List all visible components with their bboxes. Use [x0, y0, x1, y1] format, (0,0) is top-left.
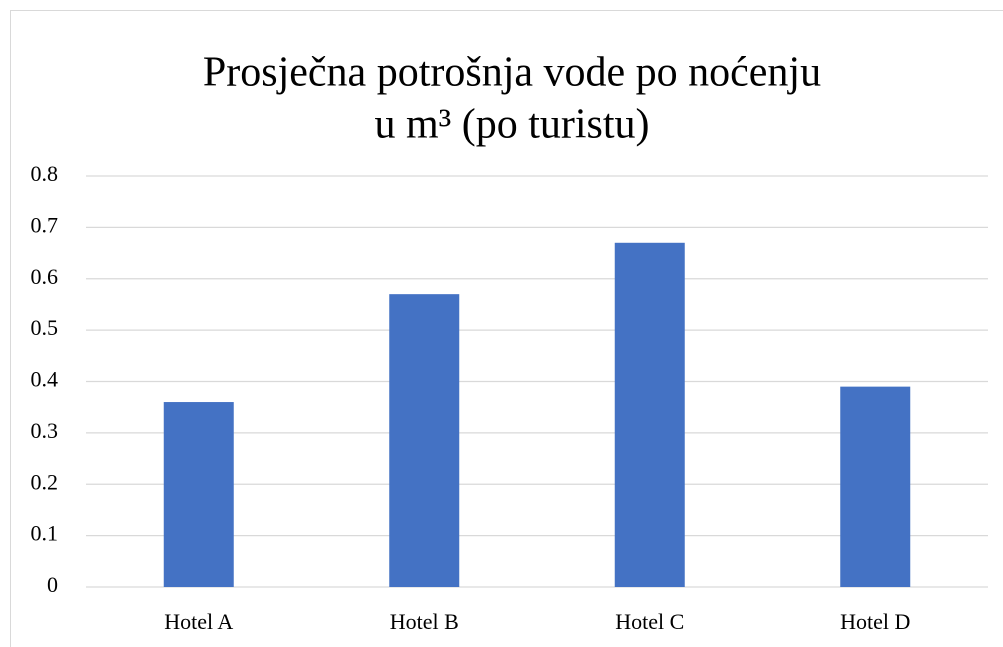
- bar: [840, 386, 911, 587]
- y-tick-label: 0.5: [31, 315, 59, 340]
- bar: [389, 294, 460, 587]
- y-tick-label: 0.8: [31, 161, 59, 186]
- y-tick-label: 0.6: [31, 264, 59, 289]
- chart-title: Prosječna potrošnja vode po noćenju: [203, 50, 821, 96]
- x-tick-label: Hotel A: [164, 609, 233, 634]
- y-tick-label: 0.7: [31, 212, 59, 237]
- y-tick-label: 0: [47, 572, 58, 597]
- x-tick-label: Hotel B: [390, 609, 459, 634]
- y-tick-label: 0.4: [31, 367, 59, 392]
- chart-title: u m³ (po turistu): [374, 102, 649, 148]
- x-tick-label: Hotel D: [840, 609, 910, 634]
- x-tick-label: Hotel C: [615, 609, 684, 634]
- bar: [163, 402, 234, 587]
- y-tick-label: 0.3: [31, 418, 59, 443]
- bar: [614, 242, 685, 587]
- y-tick-label: 0.2: [31, 469, 59, 494]
- y-tick-label: 0.1: [31, 521, 59, 546]
